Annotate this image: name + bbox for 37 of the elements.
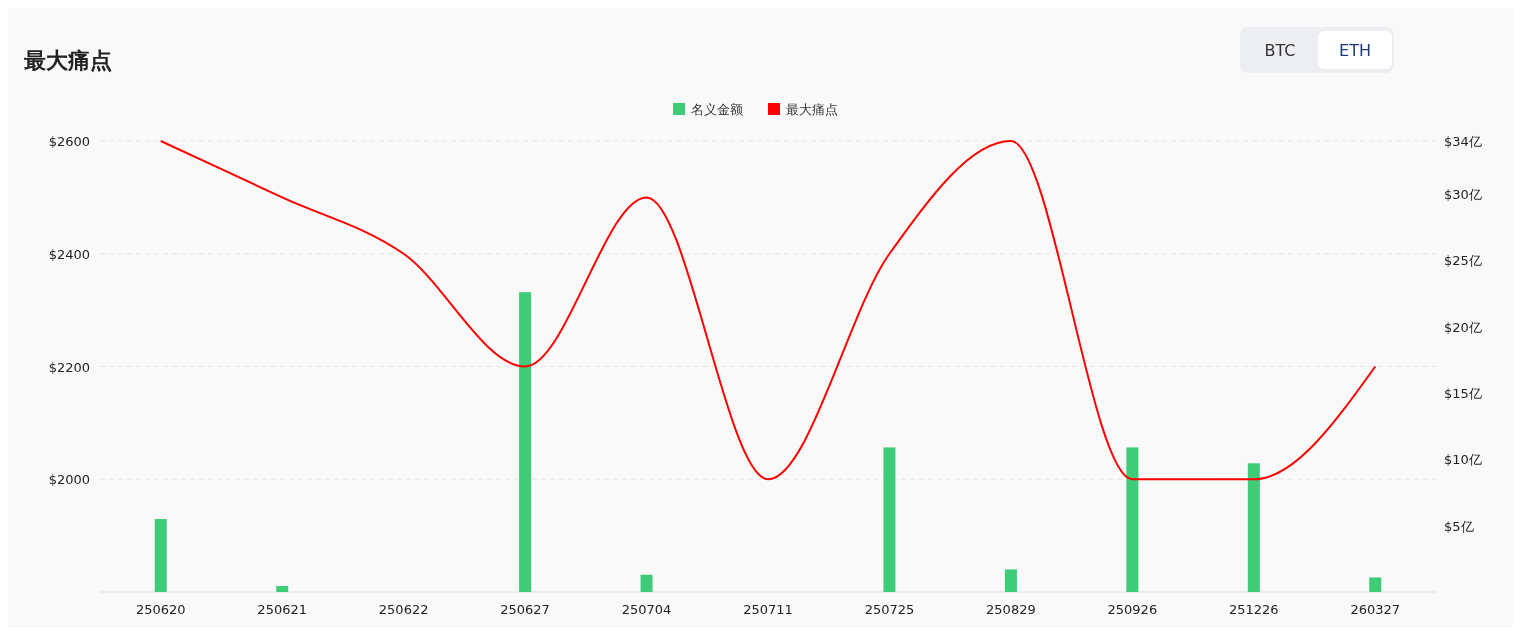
x-tick-label: 250829: [986, 602, 1036, 617]
y-tick-label: $2600: [48, 134, 90, 149]
bar: [883, 447, 896, 592]
y2-tick-label: $34亿: [1444, 134, 1482, 149]
x-tick-label: 250725: [864, 602, 915, 617]
text: BTC: [1264, 41, 1296, 60]
y2-tick-label: $20亿: [1444, 319, 1482, 335]
x-tick-label: 251226: [1229, 602, 1279, 617]
bar: [276, 586, 289, 592]
legend-label: 最大痛点: [786, 102, 838, 117]
x-tick-label: 250620: [135, 602, 186, 617]
x-tick-label: 250926: [1107, 602, 1158, 617]
bar: [1126, 447, 1139, 592]
line-series: [159, 140, 1377, 481]
text: ETH: [1339, 41, 1371, 60]
x-tick-label: 250621: [257, 602, 307, 617]
x-tick-label: 250627: [500, 602, 550, 617]
bar: [154, 519, 167, 592]
y2-tick-label: $25亿: [1444, 253, 1482, 269]
x-tick-label: 260327: [1350, 602, 1401, 617]
bar: [519, 292, 532, 592]
y-tick-label: $2400: [48, 246, 90, 262]
chart-title: 最大痛点: [23, 48, 112, 73]
y2-tick-label: $10亿: [1444, 452, 1482, 468]
y-tick-label: $2200: [48, 359, 90, 375]
legend-label: 名义金额: [691, 102, 743, 117]
bar: [1369, 577, 1382, 592]
y-tick-label: $2000: [48, 472, 90, 488]
y2-tick-label: $5亿: [1444, 518, 1474, 534]
bar: [1004, 569, 1017, 592]
bar: [640, 574, 653, 592]
x-tick-label: 250622: [378, 602, 429, 617]
x-tick-label: 250711: [743, 602, 793, 617]
y2-tick-label: $30亿: [1444, 187, 1482, 203]
y2-tick-label: $15亿: [1444, 386, 1482, 402]
x-tick-label: 250704: [621, 602, 672, 617]
bar: [1247, 463, 1260, 592]
